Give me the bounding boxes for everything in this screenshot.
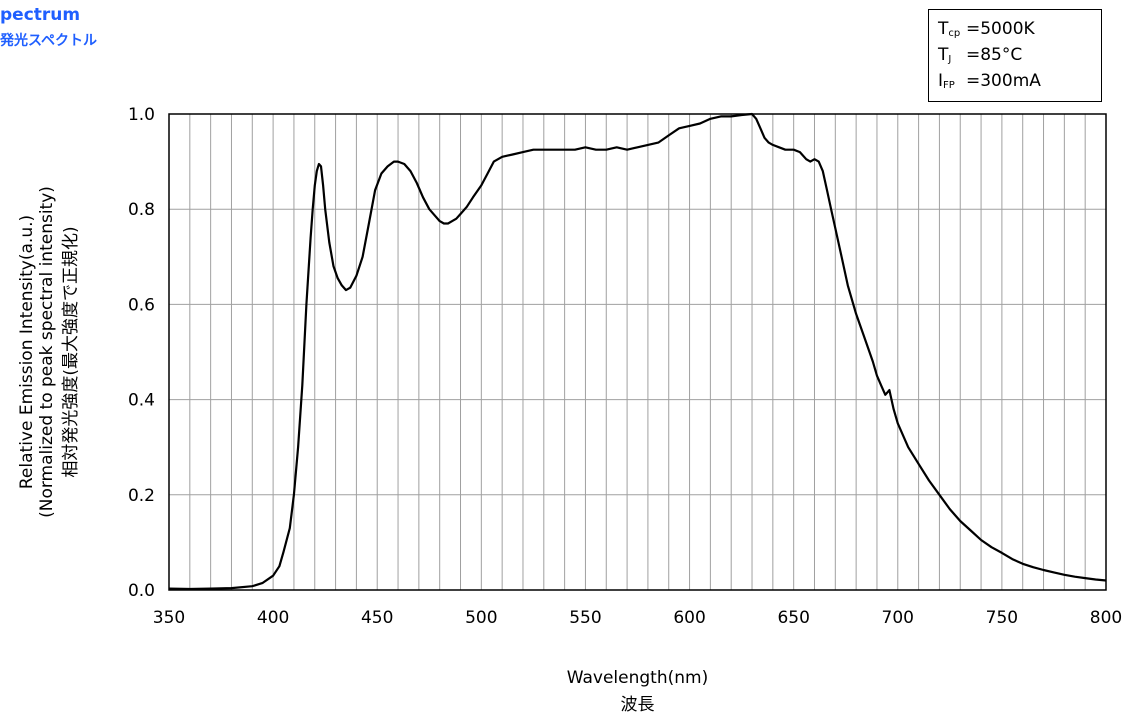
x-tick-label: 600 xyxy=(673,608,705,628)
condition-value: =85°C xyxy=(966,45,1023,65)
condition-symbol: T xyxy=(938,45,949,65)
x-tick-label: 500 xyxy=(465,608,497,628)
condition-subscript: FP xyxy=(943,80,955,91)
condition-symbol: I xyxy=(938,71,944,91)
condition-value: =300mA xyxy=(966,71,1041,91)
x-tick-label: 650 xyxy=(777,608,809,628)
x-tick-label: 450 xyxy=(361,608,393,628)
x-tick-label: 550 xyxy=(569,608,601,628)
x-axis-label-ja: 波長 xyxy=(621,695,655,715)
condition-line: TJ =85°C xyxy=(938,42,1101,68)
x-axis-label: Wavelength(nm) xyxy=(567,668,708,688)
plot-frame xyxy=(168,113,1107,591)
x-tick-label: 800 xyxy=(1090,608,1122,628)
x-tick-label: 700 xyxy=(882,608,914,628)
condition-line: Tcp =5000K xyxy=(938,16,1101,42)
x-tick-label: 400 xyxy=(257,608,289,628)
x-tick-labels: 350 400 450 500 550 600 650 700 750 800 xyxy=(153,608,1122,628)
condition-subscript: J xyxy=(948,54,952,65)
series-line xyxy=(168,112,1107,591)
series-layer xyxy=(168,112,1107,591)
x-tick-label: 750 xyxy=(986,608,1018,628)
condition-subscript: cp xyxy=(948,28,961,39)
y-tick-label: 0.8 xyxy=(128,200,155,220)
grid xyxy=(169,114,1106,590)
y-tick-labels: 0.0 0.2 0.4 0.6 0.8 1.0 xyxy=(128,105,155,601)
y-tick-label: 1.0 xyxy=(128,105,155,125)
y-tick-label: 0.0 xyxy=(128,581,155,601)
condition-symbol: T xyxy=(938,19,949,39)
y-tick-label: 0.4 xyxy=(128,391,155,411)
chart-title-en: pectrum xyxy=(0,5,81,25)
y-tick-label: 0.6 xyxy=(128,295,155,315)
conditions-box: Tcp =5000K TJ =85°C IFP =300mA xyxy=(928,9,1102,102)
y-axis-label-line: 相対発光強度(最大強度で正規化) xyxy=(61,226,81,477)
x-tick-label: 350 xyxy=(153,608,185,628)
y-axis-label-line: Relative Emission Intensity(a.u.) xyxy=(17,215,37,489)
y-tick-label: 0.2 xyxy=(128,486,155,506)
y-axis-label-line: (Normalized to peak spectral intensity) xyxy=(37,186,57,518)
condition-line: IFP =300mA xyxy=(938,68,1101,94)
chart-title-ja: 発光スペクトル xyxy=(0,33,98,49)
condition-value: =5000K xyxy=(966,19,1035,39)
axis-labels: Wavelength(nm) 波長 Relative Emission Intens… xyxy=(17,186,708,715)
